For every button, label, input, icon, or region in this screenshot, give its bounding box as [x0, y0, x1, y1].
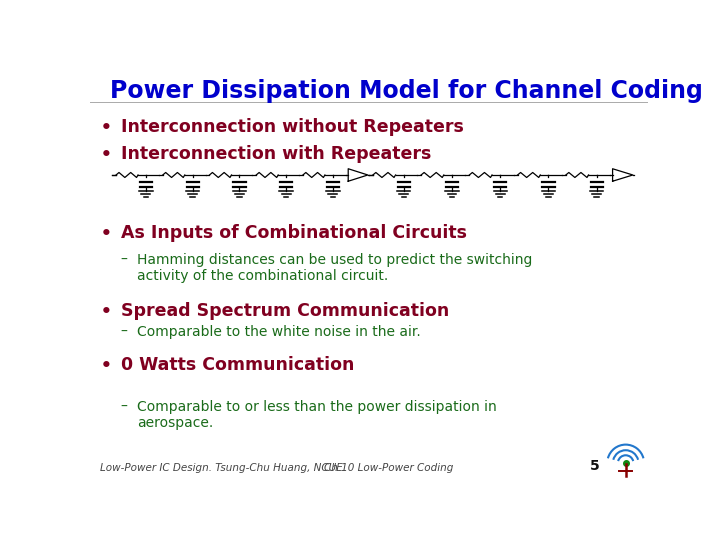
Text: Low-Power IC Design. Tsung-Chu Huang, NCUE: Low-Power IC Design. Tsung-Chu Huang, NC…	[100, 463, 343, 473]
Text: Interconnection without Repeaters: Interconnection without Repeaters	[121, 118, 464, 136]
Text: Comparable to the white noise in the air.: Comparable to the white noise in the air…	[138, 325, 421, 339]
Text: •: •	[100, 145, 113, 165]
Text: Power Dissipation Model for Channel Coding: Power Dissipation Model for Channel Codi…	[109, 79, 703, 103]
Text: Spread Spectrum Communication: Spread Spectrum Communication	[121, 302, 449, 320]
Text: –: –	[121, 400, 127, 414]
Text: Ch.10 Low-Power Coding: Ch.10 Low-Power Coding	[324, 463, 454, 473]
Text: •: •	[100, 224, 113, 244]
Text: Interconnection with Repeaters: Interconnection with Repeaters	[121, 145, 431, 163]
Text: •: •	[100, 356, 113, 376]
Text: •: •	[100, 118, 113, 138]
Text: 5: 5	[590, 459, 599, 473]
Text: 0 Watts Communication: 0 Watts Communication	[121, 356, 354, 374]
Text: As Inputs of Combinational Circuits: As Inputs of Combinational Circuits	[121, 224, 467, 241]
Text: –: –	[121, 253, 127, 267]
Text: Hamming distances can be used to predict the switching
activity of the combinati: Hamming distances can be used to predict…	[138, 253, 533, 283]
Text: •: •	[100, 302, 113, 322]
Text: –: –	[121, 325, 127, 339]
Text: Comparable to or less than the power dissipation in
aerospace.: Comparable to or less than the power dis…	[138, 400, 498, 430]
